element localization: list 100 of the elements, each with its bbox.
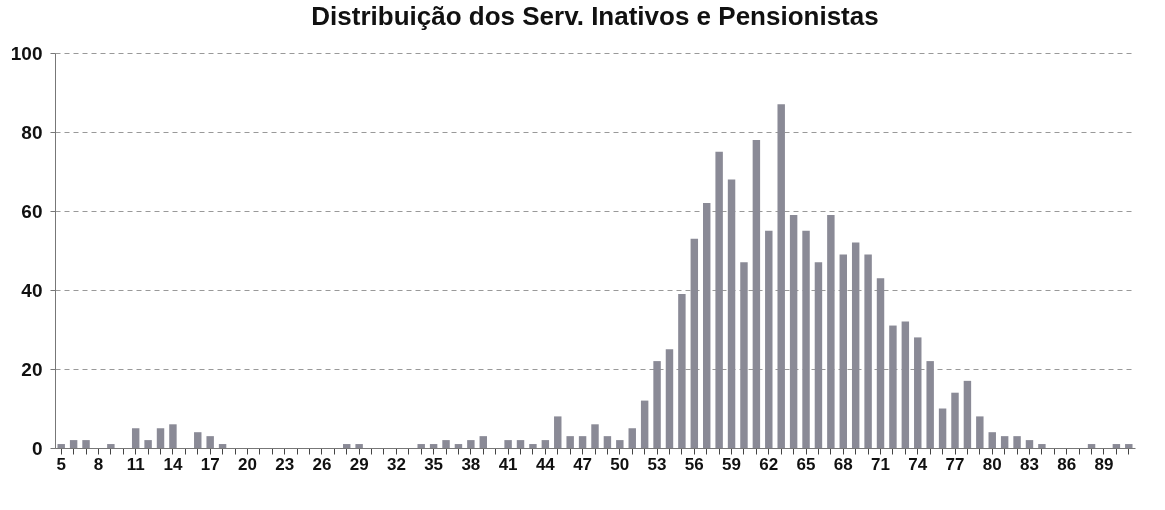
bar [802, 230, 810, 448]
bar [603, 436, 612, 448]
bar [889, 325, 897, 448]
bar [541, 440, 550, 448]
bar [1087, 444, 1096, 448]
x-tick-label: 26 [312, 454, 332, 474]
bar [951, 392, 959, 448]
x-tick-label: 56 [684, 454, 704, 474]
bar [827, 214, 835, 448]
x-tick-label: 17 [200, 454, 220, 474]
y-tick-label: 80 [21, 121, 43, 143]
x-tick-label: 89 [1094, 454, 1114, 474]
bar [976, 416, 984, 448]
x-tick-label: 32 [386, 454, 406, 474]
bar [504, 440, 512, 448]
bar [926, 361, 934, 448]
bar [578, 436, 587, 448]
bar [1125, 444, 1133, 448]
y-tick-label: 40 [21, 279, 43, 301]
bar [789, 214, 798, 448]
x-tick-label: 68 [833, 454, 853, 474]
x-tick-label: 59 [722, 454, 742, 474]
bar [628, 428, 636, 448]
x-tick-label: 83 [1020, 454, 1039, 474]
bar [1013, 436, 1021, 448]
bar [752, 139, 761, 448]
bar [653, 361, 661, 448]
bar [777, 104, 785, 448]
bar [1025, 440, 1034, 448]
bar [69, 440, 78, 448]
y-tick-label: 20 [21, 358, 43, 380]
bar [355, 444, 363, 448]
bar [343, 444, 351, 448]
bar [194, 432, 202, 448]
x-tick-label: 50 [610, 454, 630, 474]
bar [715, 151, 723, 448]
y-tick-label: 60 [21, 200, 43, 222]
bar [665, 349, 674, 448]
x-tick-label: 44 [535, 454, 556, 474]
x-tick-label: 53 [647, 454, 667, 474]
bar [144, 440, 152, 448]
bar [988, 432, 996, 448]
x-tick-label: 23 [275, 454, 295, 474]
x-tick-label: 8 [93, 454, 104, 474]
bar [169, 424, 177, 448]
bar [479, 436, 487, 448]
bar [454, 444, 463, 448]
bar [566, 436, 574, 448]
bar [616, 440, 624, 448]
bar [218, 444, 227, 448]
bar [690, 238, 699, 448]
bar [156, 428, 165, 448]
bar [703, 203, 711, 448]
bar [467, 440, 475, 448]
y-tick-label: 0 [31, 437, 43, 459]
x-tick-label: 65 [796, 454, 816, 474]
bar [131, 428, 140, 448]
bar [57, 444, 65, 448]
bar [640, 400, 649, 448]
bar [765, 230, 773, 448]
x-tick-label: 71 [871, 454, 890, 474]
bar [442, 440, 450, 448]
bar [529, 444, 537, 448]
bar [1038, 444, 1046, 448]
x-tick-label: 47 [573, 454, 593, 474]
bar [206, 436, 214, 448]
bar [554, 416, 562, 448]
bar [814, 262, 823, 448]
bar [901, 321, 910, 448]
bar [107, 444, 115, 448]
bar [429, 444, 438, 448]
x-tick-label: 14 [163, 454, 183, 474]
x-tick-label: 35 [424, 454, 444, 474]
bar [1112, 444, 1121, 448]
bar [864, 254, 872, 448]
bar [963, 380, 972, 448]
bar [851, 242, 860, 448]
bar [839, 254, 847, 448]
bar [876, 278, 885, 448]
y-tick-label: 100 [10, 42, 43, 64]
x-tick-label: 80 [982, 454, 1002, 474]
x-tick-label: 11 [126, 454, 145, 474]
bar [678, 293, 686, 448]
x-tick-label: 74 [908, 454, 928, 474]
x-tick-label: 62 [759, 454, 779, 474]
bar [591, 424, 599, 448]
x-tick-label: 20 [237, 454, 257, 474]
bar [516, 440, 525, 448]
bar [740, 262, 748, 448]
bar [938, 408, 947, 448]
bar [1000, 436, 1009, 448]
bar [417, 444, 425, 448]
x-tick-label: 77 [945, 454, 965, 474]
x-tick-label: 86 [1057, 454, 1077, 474]
x-tick-label: 29 [349, 454, 369, 474]
chart-title: Distribuição dos Serv. Inativos e Pensionistas [311, 1, 879, 31]
x-tick-label: 41 [498, 454, 518, 474]
bar [914, 337, 922, 448]
x-tick-label: 5 [56, 454, 66, 474]
x-tick-label: 38 [461, 454, 481, 474]
